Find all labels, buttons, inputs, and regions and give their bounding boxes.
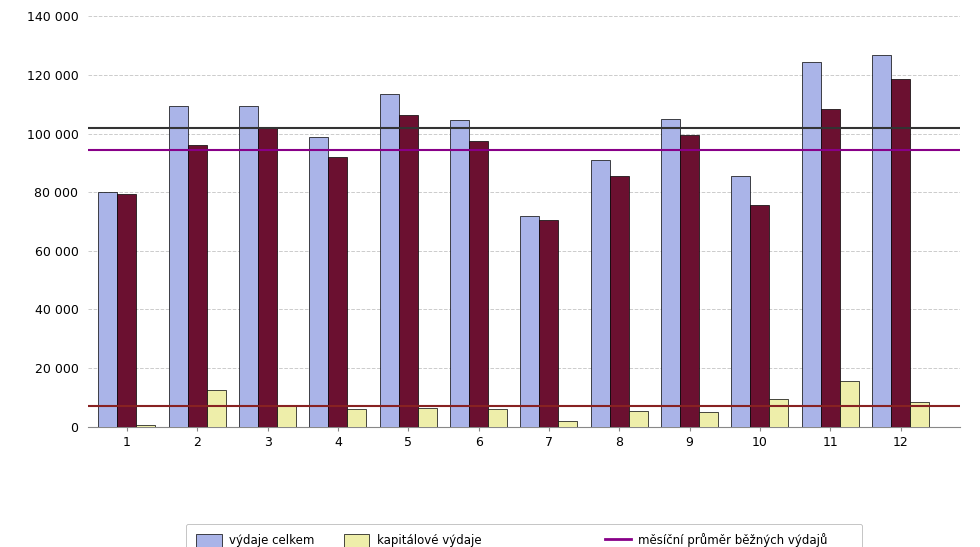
Bar (98, 192, 118, 427)
Bar (802, 62, 821, 427)
Bar (520, 216, 539, 427)
Bar (821, 109, 840, 427)
Bar (417, 408, 437, 427)
Bar (731, 176, 751, 427)
Bar (680, 135, 699, 427)
Bar (629, 411, 648, 427)
Bar (469, 141, 488, 427)
Bar (347, 409, 367, 427)
Bar (610, 176, 629, 427)
Bar (891, 79, 910, 427)
Bar (559, 421, 577, 427)
Bar (136, 425, 156, 427)
Bar (207, 390, 225, 427)
Bar (872, 55, 891, 427)
Bar (910, 401, 929, 427)
Bar (239, 106, 258, 427)
Bar (380, 94, 399, 427)
Bar (699, 412, 718, 427)
Bar (328, 157, 347, 427)
Bar (310, 137, 328, 427)
Bar (591, 160, 610, 427)
Bar (258, 128, 277, 427)
Bar (662, 119, 680, 427)
Bar (539, 220, 559, 427)
Bar (277, 406, 296, 427)
Bar (769, 399, 789, 427)
Bar (840, 381, 858, 427)
Bar (399, 114, 417, 427)
Legend: výdaje celkem, běžné výdaje, kapitálové výdaje, měsíční průměr celkových výdajů,: výdaje celkem, běžné výdaje, kapitálové … (186, 524, 862, 547)
Bar (450, 120, 469, 427)
Bar (188, 146, 207, 427)
Bar (751, 206, 769, 427)
Bar (169, 106, 188, 427)
Bar (118, 194, 136, 427)
Bar (488, 409, 507, 427)
